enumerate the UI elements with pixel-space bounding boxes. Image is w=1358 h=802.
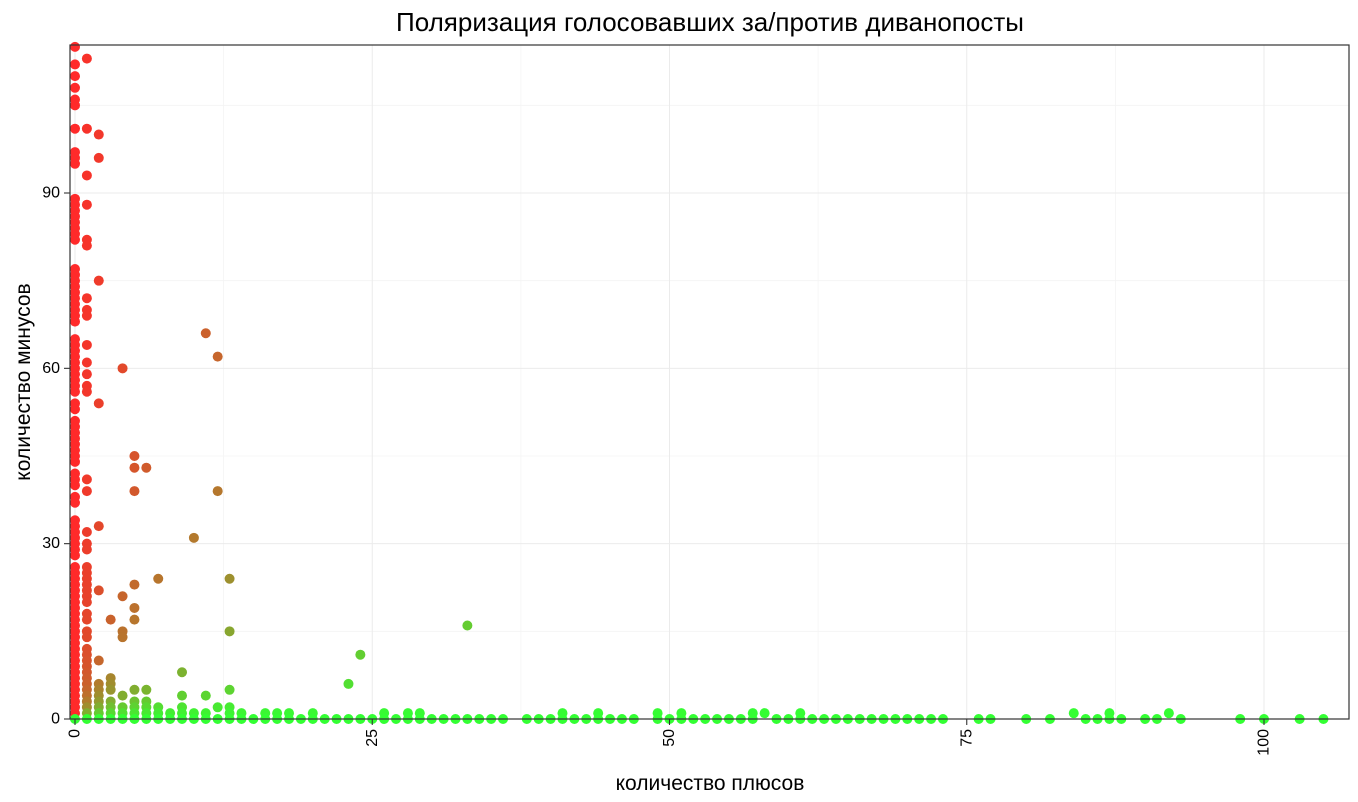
scatter-point [81,486,92,497]
x-tick-label: 0 [67,729,84,738]
scatter-point [129,486,140,497]
scatter-point [81,310,92,321]
scatter-point [70,71,80,82]
scatter-point [343,678,354,689]
scatter-point [81,357,92,368]
scatter-point [117,690,128,701]
scatter-point [81,240,92,251]
scatter-point [105,684,116,695]
scatter-point [70,234,80,245]
scatter-point [70,497,80,508]
scatter-point [81,199,92,210]
axes: 0 25 50 75 100 0 30 60 90 [42,185,1272,756]
scatter-point [70,386,80,397]
scatter-point [70,41,80,52]
scatter-point [117,363,128,374]
x-axis-title: количество плюсов [616,772,805,795]
scatter-point [70,123,80,134]
x-tick-label: 50 [661,729,678,747]
scatter-point [212,351,223,362]
scatter-point [70,456,80,467]
scatter-point [81,170,92,181]
panel-border [69,44,1350,720]
scatter-point [224,684,235,695]
scatter-point [105,614,116,625]
scatter-point [93,398,104,409]
scatter-point [81,544,92,555]
scatter-point [70,316,80,327]
y-tick-label: 60 [42,360,60,377]
y-tick-label: 0 [51,711,60,728]
scatter-point [93,585,104,596]
scatter-point [93,275,104,286]
scatter-point [81,123,92,134]
scatter-point [129,602,140,613]
grid-lines [70,45,1349,720]
scatter-point [141,684,152,695]
scatter-point [355,649,366,660]
scatter-point [129,684,140,695]
scatter-point [129,451,140,461]
scatter-point [70,59,80,70]
scatter-point [462,620,473,631]
scatter-point [70,158,80,169]
scatter-point [1163,708,1174,719]
scatter-point [70,100,80,111]
scatter-point [81,614,92,625]
scatter-point [153,573,164,584]
scatter-point [129,614,140,625]
scatter-point [117,591,128,602]
scatter-point [200,328,211,339]
scatter-point [188,532,199,543]
scatter-point [81,369,92,380]
scatter-point [81,386,92,397]
scatter-point [81,526,92,537]
scatter-point [141,462,152,473]
scatter-point [70,480,80,491]
scatter-point [224,626,235,637]
scatter-point [70,404,80,415]
scatter-point [81,339,92,350]
scatter-point [70,82,80,93]
scatter-point [81,53,92,64]
scatter-point [1068,708,1079,719]
scatter-point [81,632,92,643]
y-axis-title: количество минусов [12,283,35,480]
scatter-point [70,550,80,561]
x-tick-label: 25 [364,729,381,747]
scatter-point [93,129,104,140]
x-tick-label: 75 [958,729,975,747]
scatter-point [81,293,92,304]
scatter-point [93,521,104,532]
y-tick-label: 90 [42,185,60,202]
scatter-point [212,702,223,713]
scatter-point [129,462,140,473]
x-tick-label: 100 [1256,729,1273,756]
scatter-point [117,632,128,643]
scatter-point [224,573,235,584]
scatter-point [129,579,140,590]
scatter-point [93,152,104,163]
scatter-point [93,655,104,666]
scatter-point [81,597,92,608]
scatter-point [759,708,770,719]
y-tick-label: 30 [42,535,60,552]
scatter-point [177,667,188,678]
chart-title: Поляризация голосовавших за/против диван… [396,7,1024,37]
scatter-point [200,690,211,701]
scatter-point [177,690,188,701]
scatter-point [212,486,223,497]
scatter-point [81,474,92,485]
data-points [70,41,1329,724]
